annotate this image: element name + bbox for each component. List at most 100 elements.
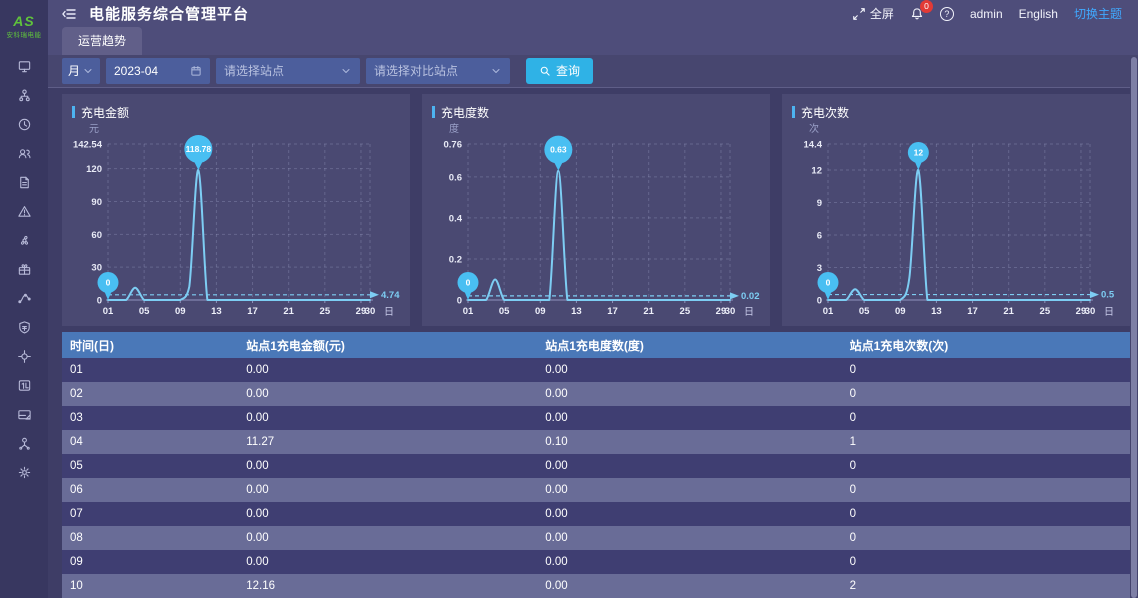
- table-cell: 0.00: [545, 364, 568, 376]
- svg-text:6: 6: [817, 231, 822, 242]
- chevron-down-icon: [492, 68, 500, 73]
- svg-text:25: 25: [1040, 306, 1051, 317]
- notifications-button[interactable]: 0: [910, 0, 933, 21]
- sidebar-item-alert[interactable]: [0, 197, 48, 226]
- table-column-header: 站点1充电次数(次): [841, 332, 1130, 358]
- table-cell: 08: [70, 532, 83, 544]
- svg-text:4.74: 4.74: [381, 290, 400, 301]
- users-icon: [18, 149, 30, 159]
- svg-text:21: 21: [283, 306, 294, 317]
- table-column-header: 站点1充电金额(元): [238, 332, 538, 358]
- svg-text:0: 0: [826, 278, 831, 288]
- compare-station-select[interactable]: 请选择对比站点: [366, 57, 510, 84]
- table-row: 03 0.00 0.00 0: [62, 406, 1130, 430]
- title-bar-icon: [432, 106, 435, 118]
- sidebar-item-crosshair[interactable]: [0, 342, 48, 371]
- bell-icon: [911, 8, 923, 20]
- svg-text:12: 12: [811, 166, 822, 177]
- svg-text:日: 日: [384, 307, 394, 318]
- table-cell: 0.00: [246, 556, 269, 568]
- table-cell: 0.00: [545, 388, 568, 400]
- table-cell: 0: [849, 460, 857, 472]
- sidebar-item-meter[interactable]: [0, 371, 48, 400]
- topbar-actions: 全屏 0 ? admin English 切换主题: [852, 0, 1122, 22]
- svg-text:05: 05: [499, 306, 510, 317]
- svg-text:12: 12: [914, 148, 924, 158]
- sidebar-item-organization[interactable]: [0, 81, 48, 110]
- language-switch[interactable]: English: [1018, 6, 1058, 21]
- tab-operation-trend[interactable]: 运营趋势: [62, 26, 143, 55]
- help-button[interactable]: ?: [939, 6, 954, 21]
- svg-text:01: 01: [823, 306, 834, 317]
- table-cell: 10: [70, 580, 83, 592]
- sidebar-item-document[interactable]: [0, 168, 48, 197]
- table-cell: 11.27: [246, 436, 275, 448]
- svg-text:0.63: 0.63: [550, 145, 567, 155]
- sidebar-item-gift[interactable]: [0, 255, 48, 284]
- charge-amount-chart: 0 30 60 90 120 142.54 01 05 09 13 17 21 25 29 30 元日 4.74…: [62, 120, 410, 326]
- sidebar-item-storage[interactable]: [0, 400, 48, 429]
- monitor-icon: [18, 61, 30, 73]
- svg-text:13: 13: [931, 306, 942, 317]
- svg-text:29: 29: [716, 306, 727, 317]
- date-picker[interactable]: 2023-04: [106, 57, 210, 84]
- table-row: 04 11.27 0.10 1: [62, 430, 1130, 454]
- table-cell: 0: [849, 484, 857, 496]
- table-cell: 0: [849, 364, 857, 376]
- svg-text:05: 05: [139, 306, 150, 317]
- table-cell: 0.10: [545, 436, 568, 448]
- station-select[interactable]: 请选择站点: [216, 57, 360, 84]
- svg-text:日: 日: [744, 307, 754, 318]
- share-icon: [18, 437, 30, 450]
- svg-text:118.78: 118.78: [186, 144, 212, 154]
- alert-icon: [17, 206, 31, 217]
- table-cell: 0: [849, 556, 857, 568]
- table-cell: 0.00: [246, 508, 269, 520]
- chart-panel-charge-count: 充电次数 0 3 6 9 12 14.4 01 05 09 13 17 21 25 29 30 次日 0.5 0 1…: [782, 94, 1130, 326]
- sidebar-item-fan[interactable]: [0, 226, 48, 255]
- table-cell: 12.16: [246, 580, 275, 592]
- table-row: 05 0.00 0.00 0: [62, 454, 1130, 478]
- table-row: 08 0.00 0.00 0: [62, 526, 1130, 550]
- daily-stats-table: 时间(日) 站点1充电金额(元) 站点1充电度数(度) 站点1充电次数(次) 01 0.…: [62, 332, 1130, 598]
- panel-title: 充电金额: [62, 94, 410, 120]
- sidebar-item-settings[interactable]: [0, 458, 48, 487]
- table-column-header: 时间(日): [62, 332, 239, 358]
- calendar-icon: [191, 65, 201, 76]
- sidebar-item-clock[interactable]: [0, 110, 48, 139]
- svg-text:0: 0: [466, 278, 471, 288]
- sidebar-item-shield[interactable]: [0, 313, 48, 342]
- content-area: 充电金额 0 30 60 90 120 142.54 01 05 09 13 17 21 25 29 30 元…: [48, 88, 1138, 598]
- table-header-row: 时间(日) 站点1充电金额(元) 站点1充电度数(度) 站点1充电次数(次): [62, 332, 1130, 358]
- user-menu[interactable]: admin: [969, 6, 1003, 21]
- chart-panel-charge-kwh: 充电度数 0 0.2 0.4 0.6 0.76 01 05 09 13 17 21 25 29 30 度日 0…: [422, 94, 770, 326]
- logo[interactable]: AS 安科瑞电能: [0, 0, 48, 52]
- svg-text:17: 17: [967, 306, 978, 317]
- svg-text:30: 30: [365, 306, 376, 317]
- menu-collapse-button[interactable]: [61, 6, 77, 22]
- vertical-scrollbar-thumb[interactable]: [1131, 57, 1137, 598]
- sidebar-nav: [0, 52, 48, 487]
- svg-text:0.76: 0.76: [444, 140, 463, 151]
- search-button[interactable]: 查询: [526, 57, 594, 84]
- chart-title: 充电次数: [801, 105, 850, 120]
- fullscreen-button[interactable]: 全屏: [852, 5, 894, 22]
- table-cell: 0.00: [545, 580, 568, 592]
- sidebar-item-monitor[interactable]: [0, 52, 48, 81]
- svg-text:日: 日: [1104, 307, 1114, 318]
- svg-text:21: 21: [643, 306, 654, 317]
- organization-icon: [18, 89, 30, 102]
- table-row: 01 0.00 0.00 0: [62, 358, 1130, 382]
- sidebar-item-share[interactable]: [0, 429, 48, 458]
- sidebar-item-pipeline[interactable]: [0, 284, 48, 313]
- svg-text:90: 90: [91, 197, 102, 208]
- table-cell: 04: [70, 436, 83, 448]
- fullscreen-label: 全屏: [869, 7, 894, 22]
- search-icon: [540, 66, 550, 76]
- svg-text:14.4: 14.4: [804, 140, 823, 151]
- sidebar-item-users[interactable]: [0, 139, 48, 168]
- table-cell: 06: [70, 484, 83, 496]
- theme-switch-link[interactable]: 切换主题: [1073, 7, 1122, 22]
- period-select[interactable]: 月: [62, 57, 100, 84]
